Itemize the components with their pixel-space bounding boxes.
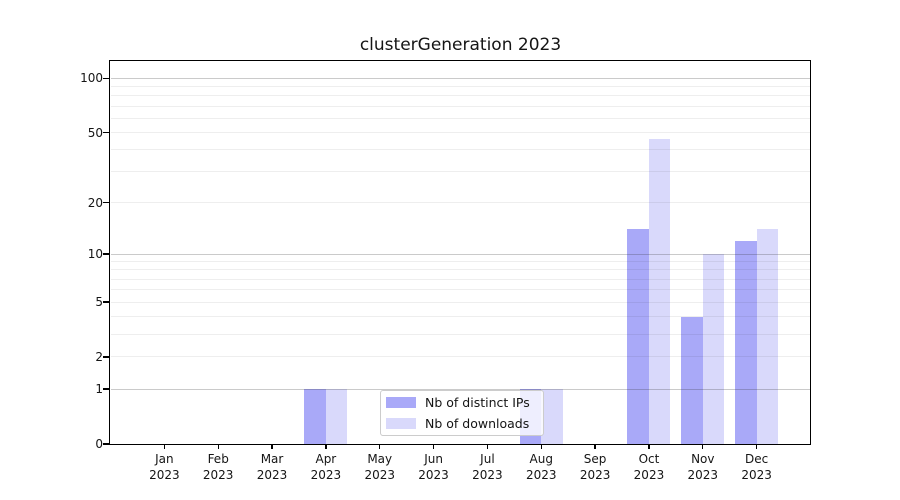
x-tick-label-oct: Oct 2023 [633, 452, 665, 482]
bar-oct-distinct-ips [627, 229, 649, 444]
x-tick-mark-jan [163, 444, 165, 449]
y-tick-mark-1 [103, 388, 109, 390]
legend-swatch-distinct-ips [386, 397, 416, 408]
x-tick-label-dec: Dec 2023 [741, 452, 772, 482]
y-tick-label-5: 5 [95, 295, 103, 310]
legend-swatch-downloads [386, 418, 416, 429]
x-tick-label-jul: Jul 2023 [472, 452, 503, 482]
x-tick-mark-sep [594, 444, 596, 449]
x-tick-label-aug: Aug 2023 [525, 452, 557, 482]
y-tick-label-100: 100 [80, 71, 103, 86]
x-tick-mark-jun [432, 444, 435, 449]
x-tick-label-nov: Nov 2023 [687, 452, 719, 482]
y-tick-mark-10 [103, 253, 109, 255]
x-tick-mark-aug [540, 444, 542, 449]
y-tick-mark-5 [103, 301, 109, 303]
bar-apr-distinct-ips [304, 389, 326, 444]
x-tick-label-feb: Feb 2023 [202, 452, 234, 482]
bar-nov-downloads [702, 254, 725, 444]
y-tick-label-10: 10 [87, 247, 103, 262]
x-tick-label-mar: Mar 2023 [256, 452, 288, 482]
y-tick-label-50: 50 [87, 125, 103, 140]
x-tick-label-sep: Sep 2023 [579, 452, 611, 482]
x-tick-mark-dec [756, 444, 758, 449]
y-tick-label-0: 0 [95, 437, 103, 451]
bar-oct-downloads [648, 139, 671, 444]
x-tick-mark-apr [325, 444, 327, 449]
bar-apr-downloads [325, 389, 348, 444]
x-tick-mark-may [379, 444, 381, 449]
x-tick-mark-feb [217, 444, 219, 449]
bars-layer [111, 61, 811, 444]
legend-label: Nb of distinct IPs [425, 395, 530, 410]
x-tick-label-jun: Jun 2023 [418, 452, 449, 482]
x-tick-label-apr: Apr 2023 [310, 452, 342, 482]
legend: Nb of distinct IPs Nb of downloads [380, 390, 544, 436]
y-tick-label-1: 1 [95, 382, 103, 397]
bar-dec-distinct-ips [735, 240, 757, 444]
y-tick-mark-0 [103, 443, 109, 445]
y-tick-mark-2 [103, 356, 109, 358]
legend-item-downloads: Nb of downloads [381, 415, 543, 433]
legend-label: Nb of downloads [425, 416, 530, 431]
bar-nov-distinct-ips [681, 316, 703, 444]
x-tick-mark-mar [271, 444, 273, 449]
y-tick-mark-50 [103, 131, 109, 134]
y-tick-mark-20 [103, 202, 109, 204]
chart-title: clusterGeneration 2023 [359, 35, 562, 55]
y-tick-label-2: 2 [95, 349, 103, 364]
x-tick-label-may: May 2023 [364, 452, 395, 482]
y-tick-mark-100 [103, 77, 109, 80]
x-tick-mark-oct [648, 444, 650, 449]
x-tick-mark-jul [486, 444, 489, 449]
x-tick-label-jan: Jan 2023 [149, 452, 180, 482]
plot-area [109, 59, 811, 445]
bar-aug-downloads [541, 389, 563, 444]
y-tick-label-20: 20 [87, 195, 103, 210]
bar-dec-downloads [756, 229, 779, 444]
x-tick-mark-nov [702, 444, 704, 449]
legend-item-distinct-ips: Nb of distinct IPs [381, 394, 543, 412]
